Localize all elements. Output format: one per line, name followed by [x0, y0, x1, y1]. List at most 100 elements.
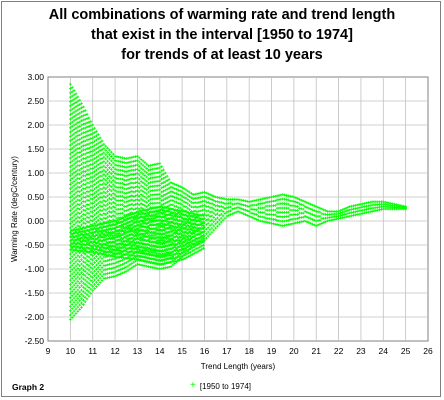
data-point	[102, 212, 106, 215]
data-point	[96, 279, 100, 282]
data-point	[89, 214, 93, 218]
data-point	[93, 126, 96, 130]
data-point	[70, 290, 74, 293]
data-point	[111, 161, 115, 165]
x-tick-label: 14	[155, 346, 165, 356]
data-point	[87, 268, 91, 272]
data-point	[78, 251, 81, 255]
data-point	[69, 309, 72, 312]
data-point	[124, 170, 128, 173]
data-point	[69, 209, 72, 212]
data-point	[83, 291, 87, 295]
data-point	[83, 200, 87, 204]
data-point	[121, 263, 124, 266]
data-point	[74, 182, 78, 186]
data-point	[87, 207, 91, 211]
data-point	[132, 186, 135, 189]
data-point	[87, 146, 91, 150]
data-point	[72, 288, 76, 291]
data-point	[100, 170, 104, 173]
data-point	[83, 135, 87, 138]
data-point	[93, 187, 96, 191]
data-point	[69, 148, 72, 151]
data-point	[104, 191, 108, 195]
data-point	[128, 267, 132, 271]
data-point	[100, 270, 104, 274]
data-point	[91, 162, 95, 166]
data-point	[110, 193, 113, 197]
data-point	[69, 183, 72, 186]
data-point	[87, 190, 91, 194]
data-point	[121, 224, 124, 228]
data-point	[74, 195, 78, 199]
data-point	[72, 283, 76, 287]
data-point	[93, 135, 96, 139]
data-point	[91, 267, 95, 271]
data-point	[72, 292, 76, 296]
data-point	[74, 161, 78, 164]
data-point	[93, 170, 96, 173]
data-point	[106, 194, 109, 198]
data-point	[98, 208, 102, 212]
data-point	[82, 234, 85, 238]
data-point	[126, 268, 130, 272]
data-point	[82, 217, 85, 220]
data-point	[80, 288, 83, 292]
data-point	[119, 259, 122, 263]
data-point	[132, 199, 135, 203]
data-point	[127, 227, 131, 230]
data-point	[78, 151, 81, 154]
data-point	[76, 220, 80, 223]
data-point	[87, 186, 91, 189]
data-point	[80, 154, 83, 157]
data-point	[111, 209, 115, 213]
data-point	[69, 217, 72, 221]
data-point	[91, 232, 95, 236]
data-point	[89, 253, 93, 256]
data-point	[122, 229, 125, 233]
data-point	[74, 221, 78, 225]
data-point	[98, 272, 102, 276]
data-point	[70, 307, 74, 311]
data-point	[80, 110, 83, 114]
data-point	[102, 147, 106, 150]
data-point	[74, 277, 78, 281]
data-point	[108, 183, 111, 187]
data-point	[104, 272, 108, 276]
data-point	[72, 102, 76, 105]
data-point	[83, 217, 87, 221]
data-point	[91, 245, 95, 249]
data-point	[126, 174, 130, 177]
data-point	[70, 151, 74, 154]
data-point	[76, 301, 80, 305]
data-point	[95, 155, 98, 159]
data-point	[121, 182, 124, 185]
data-point	[72, 201, 76, 205]
data-point	[80, 197, 83, 201]
data-point	[83, 113, 87, 117]
data-point	[123, 270, 126, 274]
data-point	[118, 218, 122, 221]
data-point	[124, 205, 128, 208]
data-point	[96, 234, 99, 237]
data-point	[131, 236, 135, 240]
data-point	[93, 144, 96, 147]
data-point	[113, 180, 117, 184]
data-point	[93, 165, 96, 169]
data-point	[70, 281, 74, 284]
data-point	[70, 112, 74, 115]
data-point	[96, 274, 100, 278]
data-point	[110, 258, 113, 262]
data-point	[76, 292, 80, 296]
data-point	[85, 271, 89, 275]
data-point	[69, 130, 72, 134]
chart-title-line-1: All combinations of warming rate and tre…	[48, 7, 396, 23]
data-point	[83, 209, 87, 212]
data-point	[85, 121, 89, 125]
data-point	[121, 254, 124, 258]
data-point	[70, 86, 74, 89]
data-point	[113, 266, 117, 269]
data-point	[69, 87, 72, 90]
data-point	[89, 223, 93, 226]
data-point	[80, 206, 83, 209]
